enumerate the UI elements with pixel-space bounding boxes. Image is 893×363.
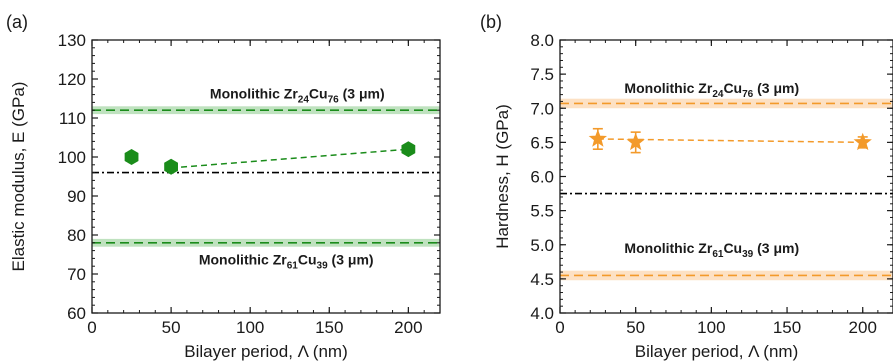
annotation-text: Cu [309, 86, 328, 102]
x-tick-label: 200 [849, 318, 877, 337]
y-tick-label: 120 [58, 70, 86, 89]
annotation-subscript: 24 [712, 89, 724, 100]
y-tick-label: 4.5 [530, 270, 554, 289]
data-point [401, 141, 416, 158]
y-tick-label: 6.0 [530, 168, 554, 187]
annotation-text: Cu [723, 240, 742, 256]
annotation-text: (3 μm) [753, 240, 799, 256]
plot-area [560, 98, 893, 281]
x-tick-label: 150 [773, 318, 801, 337]
annotation-monolithic: Monolithic Zr24Cu76 (3 μm) [210, 86, 385, 106]
data-point [124, 149, 139, 165]
y-tick-label: 7.0 [530, 99, 554, 118]
data-point [853, 132, 872, 151]
annotation-subscript: 24 [298, 95, 310, 106]
y-tick-label: 6.5 [530, 133, 554, 152]
x-axis-label: Bilayer period, Λ (nm) [184, 342, 347, 361]
x-tick-label: 100 [697, 318, 725, 337]
y-tick-label: 80 [67, 226, 86, 245]
annotation-monolithic: Monolithic Zr24Cu76 (3 μm) [624, 80, 799, 100]
annotation-monolithic: Monolithic Zr61Cu39 (3 μm) [199, 251, 374, 271]
x-tick-label: 150 [315, 318, 343, 337]
y-tick-label: 70 [67, 265, 86, 284]
annotation-text: Monolithic Zr [199, 251, 287, 267]
annotation-text: Monolithic Zr [624, 240, 712, 256]
annotation-subscript: 76 [328, 95, 340, 106]
x-tick-label: 0 [555, 318, 564, 337]
trend-line [171, 148, 409, 169]
y-tick-label: 7.5 [530, 65, 554, 84]
annotation-subscript: 39 [742, 249, 754, 260]
y-axis-label: Elastic modulus, E (GPa) [9, 82, 28, 272]
chart-panel-a: 0 50 100 150 200 60 70 80 90 100 110 120 130 Bilayer … [6, 12, 441, 361]
x-tick-label: 50 [162, 318, 181, 337]
annotation-subscript: 39 [317, 260, 329, 271]
x-tick-label: 200 [394, 318, 422, 337]
annotation-text: Cu [723, 80, 742, 96]
y-tick-label: 100 [58, 148, 86, 167]
data-point [588, 129, 607, 147]
annotation-text: (3 μm) [328, 251, 374, 267]
annotation-text: (3 μm) [753, 80, 799, 96]
panel-label: (b) [480, 12, 502, 32]
reference-band [560, 270, 893, 281]
data-point [626, 132, 645, 151]
y-tick-label: 60 [67, 304, 86, 323]
annotation-subscript: 61 [712, 249, 724, 260]
x-tick-label: 50 [626, 318, 645, 337]
y-tick-label: 90 [67, 187, 86, 206]
y-axis-label: Hardness, H (GPa) [493, 104, 512, 249]
y-tick-label: 4.0 [530, 304, 554, 323]
y-tick-label: 8.0 [530, 31, 554, 50]
panel-label: (a) [6, 12, 28, 32]
annotation-text: (3 μm) [339, 86, 385, 102]
annotation-text: Cu [298, 251, 317, 267]
annotation-text: Monolithic Zr [624, 80, 712, 96]
y-tick-label: 5.0 [530, 236, 554, 255]
annotation-monolithic: Monolithic Zr61Cu39 (3 μm) [624, 240, 799, 260]
annotation-text: Monolithic Zr [210, 86, 298, 102]
x-tick-label: 100 [236, 318, 264, 337]
y-tick-label: 110 [59, 109, 86, 128]
y-tick-label: 5.5 [530, 202, 554, 221]
axes-frame [91, 39, 441, 314]
annotation-subscript: 61 [287, 260, 299, 271]
x-tick-label: 0 [87, 318, 96, 337]
data-point [164, 158, 178, 175]
reference-band [560, 98, 893, 109]
chart-panel-b: 0 50 100 150 200 4.0 4.5 5.0 5.5 6.0 6.5 7.0 7.5 8.0 B… [480, 12, 893, 361]
plot-area [92, 106, 440, 247]
y-tick-label: 130 [58, 31, 86, 50]
x-axis-label: Bilayer period, Λ (nm) [635, 342, 798, 361]
annotation-subscript: 76 [742, 89, 754, 100]
